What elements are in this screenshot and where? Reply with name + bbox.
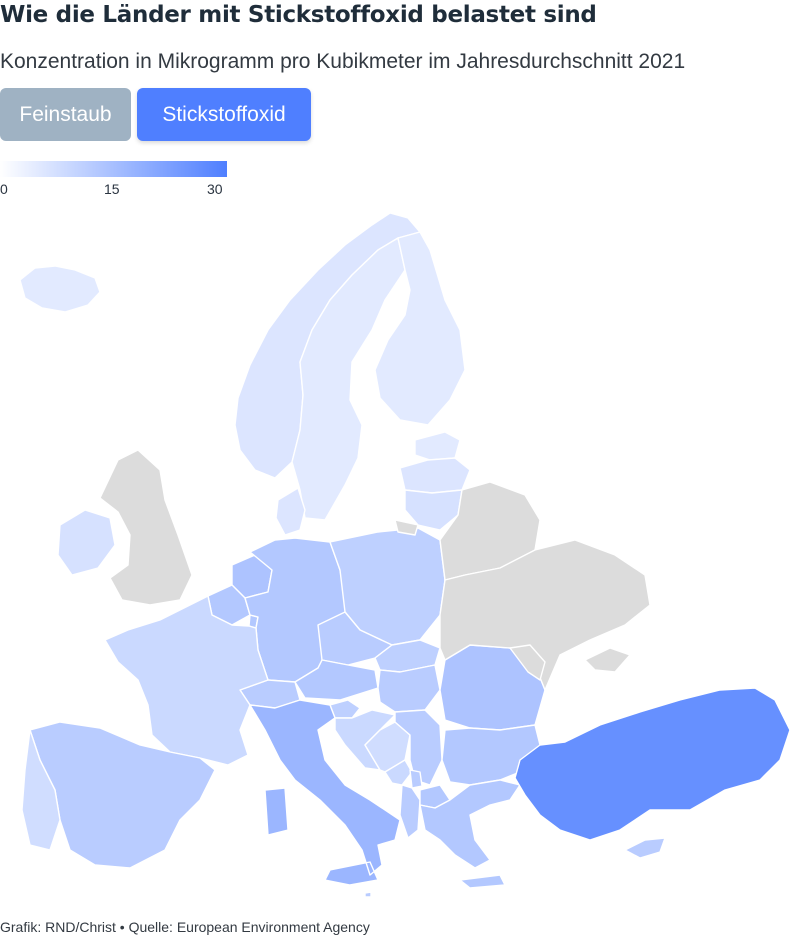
stickstoffoxid-button[interactable]: Stickstoffoxid <box>137 88 311 141</box>
europe-map <box>19 212 791 898</box>
color-legend: 0 15 30 <box>0 161 230 199</box>
feinstaub-button[interactable]: Feinstaub <box>0 88 131 141</box>
country-bosnia[interactable] <box>364 721 411 773</box>
country-russia-kaliningrad[interactable] <box>394 519 419 536</box>
pollutant-toggle-group: Feinstaub Stickstoffoxid <box>0 88 311 141</box>
legend-gradient-bar <box>0 161 227 177</box>
country-ukraine[interactable] <box>439 539 651 691</box>
country-cyprus[interactable] <box>624 837 666 859</box>
legend-ticks: 0 15 30 <box>0 181 230 199</box>
country-france[interactable] <box>104 595 269 766</box>
country-estonia[interactable] <box>414 431 461 461</box>
country-kosovo[interactable] <box>409 769 423 789</box>
country-greece[interactable] <box>419 779 521 889</box>
country-iceland[interactable] <box>19 265 101 313</box>
country-sweden[interactable] <box>291 237 406 521</box>
country-finland[interactable] <box>374 231 466 426</box>
chart-title: Wie die Länder mit Stickstoffoxid belast… <box>0 2 597 28</box>
legend-tick-max: 30 <box>207 181 223 197</box>
country-serbia[interactable] <box>394 709 443 786</box>
country-malta[interactable] <box>364 891 372 898</box>
legend-tick-mid: 15 <box>104 181 120 197</box>
country-denmark[interactable] <box>275 487 306 536</box>
country-uk[interactable] <box>99 449 193 606</box>
country-hungary[interactable] <box>377 664 441 713</box>
country-portugal[interactable] <box>21 729 61 851</box>
country-italy[interactable] <box>249 699 401 886</box>
country-turkey[interactable] <box>514 687 791 841</box>
country-moldova[interactable] <box>509 644 546 681</box>
source-credit: Grafik: RND/Christ • Quelle: European En… <box>0 919 370 935</box>
chart-subtitle: Konzentration in Mikrogramm pro Kubikmet… <box>0 50 686 73</box>
country-ireland[interactable] <box>57 509 116 576</box>
country-lithuania[interactable] <box>404 489 463 531</box>
country-austria[interactable] <box>294 659 379 701</box>
country-latvia[interactable] <box>399 457 471 494</box>
country-albania[interactable] <box>399 784 421 839</box>
legend-tick-min: 0 <box>0 181 8 197</box>
country-montenegro[interactable] <box>384 759 413 786</box>
